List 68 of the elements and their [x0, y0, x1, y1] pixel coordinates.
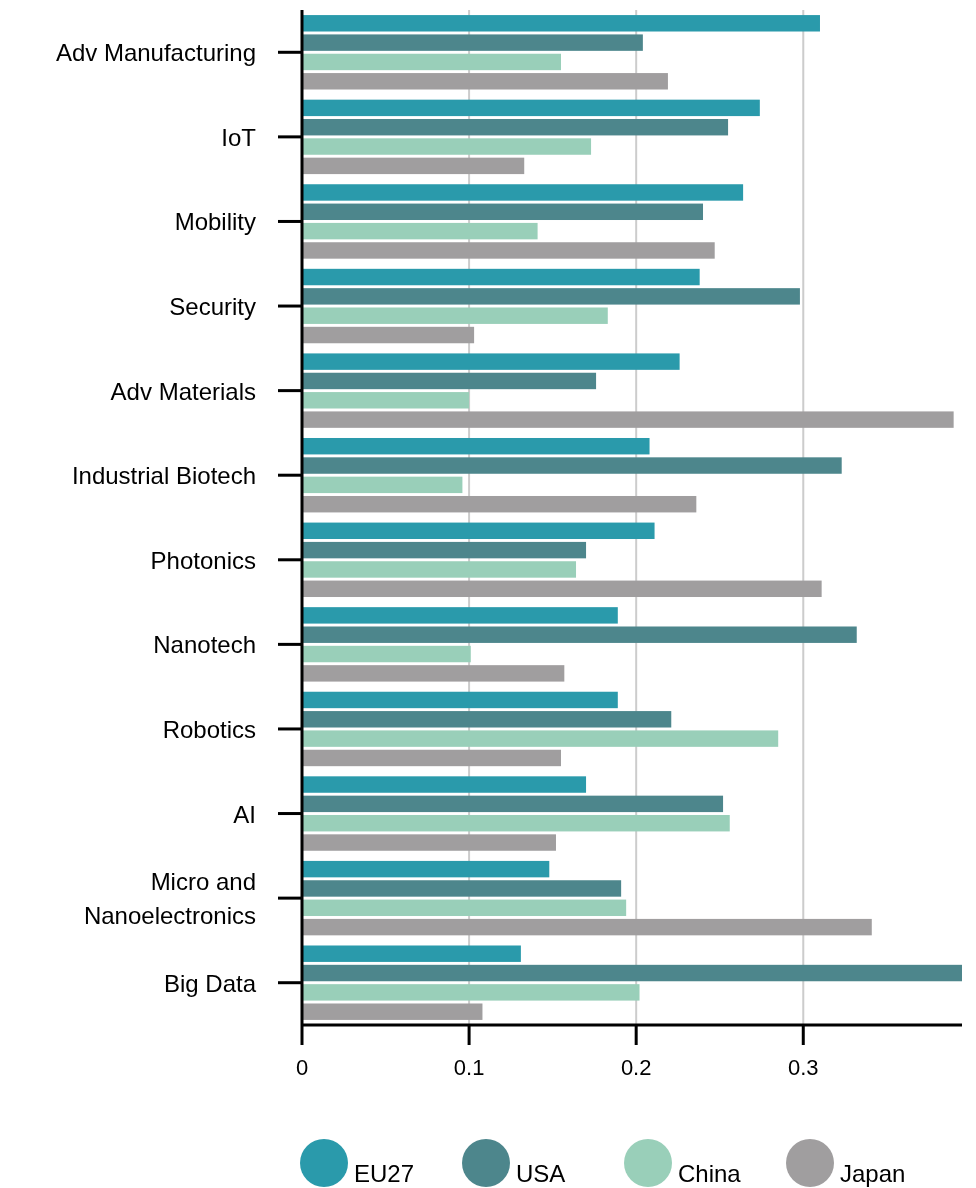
- bar: [302, 795, 724, 813]
- bar: [302, 203, 704, 221]
- legend-label: EU27: [354, 1159, 415, 1187]
- legend-label: USA: [516, 1159, 566, 1187]
- bar: [302, 353, 680, 370]
- y-tick-label: Photonics: [150, 546, 256, 574]
- y-tick-label: AI: [233, 800, 256, 828]
- x-tick-label: 0.2: [620, 1054, 652, 1080]
- bar: [302, 776, 587, 793]
- bar: [302, 899, 627, 917]
- bar: [302, 665, 565, 682]
- bar: [302, 99, 760, 117]
- bar: [302, 834, 556, 851]
- bar: [302, 222, 538, 240]
- y-tick-label: Adv Materials: [110, 377, 256, 405]
- y-tick-label: Robotics: [162, 715, 256, 743]
- x-tick-label: 0: [295, 1054, 309, 1080]
- bar: [302, 814, 730, 832]
- bar: [302, 307, 608, 324]
- y-tick-label: Big Data: [163, 969, 257, 997]
- y-tick-label: Adv Manufacturing: [55, 38, 256, 66]
- bar: [302, 476, 463, 494]
- bar: [302, 457, 842, 474]
- bar: [302, 730, 779, 747]
- bar: [302, 880, 622, 897]
- bar: [302, 34, 643, 51]
- x-tick-label: 0.1: [453, 1054, 485, 1080]
- bar: [302, 711, 672, 728]
- legend-label: Japan: [840, 1159, 906, 1187]
- bar: [302, 645, 471, 663]
- bar: [302, 392, 470, 409]
- bar: [302, 1003, 483, 1020]
- y-tick-label: Industrial Biotech: [71, 461, 256, 489]
- bar: [302, 326, 475, 344]
- bar: [302, 73, 668, 90]
- bar: [302, 541, 587, 559]
- bar: [302, 918, 872, 936]
- y-tick-label: Mobility: [174, 207, 256, 235]
- x-tick-label: 0.3: [787, 1054, 819, 1080]
- bar: [302, 860, 550, 878]
- bar: [302, 626, 857, 643]
- bar: [302, 157, 525, 175]
- y-tick-label: Nanotech: [153, 630, 256, 658]
- bar: [302, 495, 697, 513]
- bar: [302, 964, 962, 982]
- bar: [302, 53, 561, 71]
- bar: [302, 607, 618, 624]
- y-tick-label: Micro and Nanoelectronics: [83, 867, 256, 929]
- bar: [302, 522, 655, 540]
- y-tick-label: IoT: [221, 123, 257, 151]
- bar: [302, 945, 521, 962]
- bar: [302, 580, 822, 598]
- legend-label: China: [678, 1159, 742, 1187]
- bar: [302, 15, 820, 32]
- y-tick-label: Security: [169, 292, 256, 320]
- bar: [302, 984, 640, 1001]
- bar: [302, 118, 729, 136]
- bar: [302, 437, 650, 455]
- bar: [302, 242, 715, 259]
- bar: [302, 411, 954, 428]
- bar: [302, 372, 597, 390]
- bar: [302, 691, 618, 709]
- bar: [302, 184, 744, 201]
- bar: [302, 138, 592, 155]
- bar: [302, 268, 700, 286]
- bar: [302, 749, 561, 767]
- bar: [302, 561, 577, 578]
- bar: [302, 288, 800, 305]
